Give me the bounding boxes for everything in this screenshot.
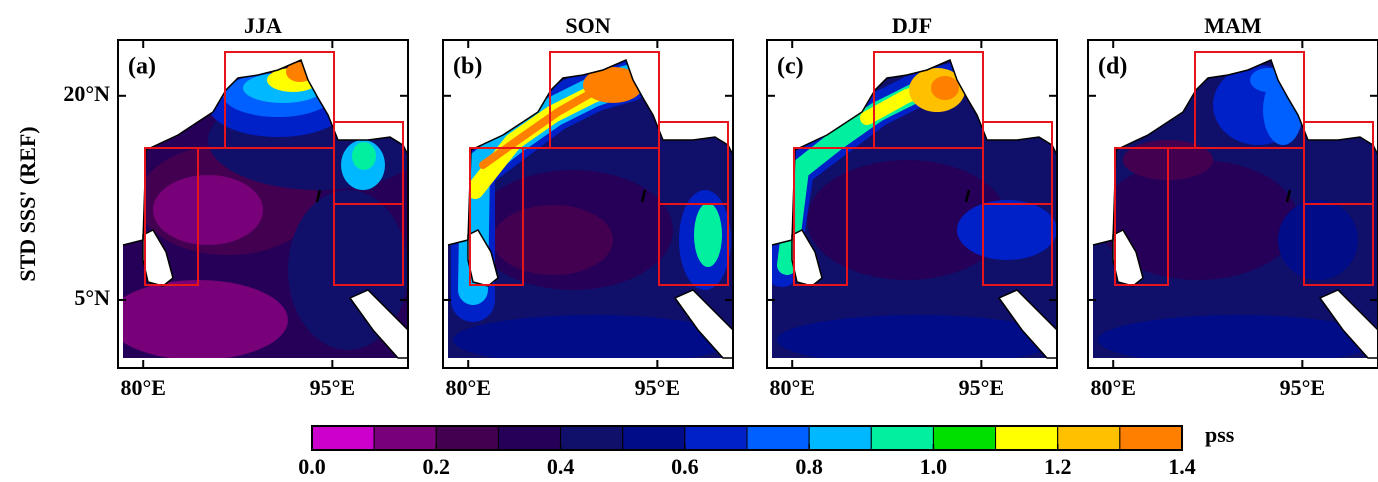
colorbar-bin <box>746 425 810 451</box>
x-tick-label: 80°E <box>445 375 490 400</box>
field-contour <box>1098 160 1298 280</box>
x-tick-label: 95°E <box>1280 375 1325 400</box>
colorbar-tick-label: 0.0 <box>298 454 326 479</box>
field-contour <box>453 315 733 358</box>
colorbar-bin <box>684 425 748 451</box>
panel-label: (a) <box>128 54 156 80</box>
map-panel: MAM (d) 80°E 95°E <box>1087 13 1378 400</box>
field-contour <box>153 175 263 245</box>
field-contour <box>777 315 1057 358</box>
field-contour <box>479 88 597 169</box>
colorbar-bin <box>1119 425 1183 451</box>
salinity-field <box>772 60 1057 358</box>
panel-label: (d) <box>1098 54 1127 80</box>
colorbar: 0.0 0.2 0.4 0.6 0.8 1.0 1.2 1.4 <box>298 425 1196 479</box>
colorbar-bin <box>435 425 499 451</box>
panel-title: DJF <box>892 13 932 38</box>
y-tick-label: 5°N <box>74 285 110 310</box>
panels: JJA (a) 80°E 95°E 5°N 20°N SON (b) 80°E 95°E DJF (c… <box>63 13 1378 400</box>
x-tick-label: 80°E <box>120 375 165 400</box>
panel-label: (b) <box>453 54 482 80</box>
colorbar-bin <box>622 425 686 451</box>
colorbar-bin <box>1057 425 1121 451</box>
map-panel: SON (b) 80°E 95°E <box>442 13 735 400</box>
panel-label: (c) <box>777 54 804 80</box>
x-tick-label: 95°E <box>635 375 680 400</box>
colorbar-tick-label: 1.0 <box>920 454 948 479</box>
colorbar-tick-label: 1.2 <box>1044 454 1072 479</box>
field-contour <box>352 142 376 170</box>
field-contour <box>694 203 722 267</box>
field-contour <box>493 205 613 275</box>
y-tick-label: 20°N <box>63 81 110 106</box>
colorbar-unit: pss <box>1205 422 1235 447</box>
map-panel: DJF (c) 80°E 95°E <box>766 13 1059 400</box>
colorbar-frame <box>311 425 1183 451</box>
colorbar-tick-label: 0.6 <box>671 454 699 479</box>
y-axis-label: STD SSS' (REF) <box>15 126 40 281</box>
field-contour <box>931 76 959 100</box>
colorbar-bin <box>497 425 562 451</box>
panel-title: MAM <box>1204 13 1262 38</box>
panel-frame <box>1087 39 1378 369</box>
colorbar-bin <box>995 425 1059 451</box>
field-contour <box>1250 68 1286 92</box>
field-contour <box>123 280 288 358</box>
colorbar-tick-label: 1.4 <box>1168 454 1196 479</box>
field-contour <box>807 160 1007 280</box>
panel-title: JJA <box>244 13 282 38</box>
colorbar-tick-label: 0.8 <box>795 454 823 479</box>
x-tick-label: 95°E <box>959 375 1004 400</box>
panel-title: SON <box>565 13 610 38</box>
colorbar-bin <box>808 425 872 451</box>
colorbar-bin <box>311 425 375 451</box>
colorbar-tick-label: 0.2 <box>423 454 451 479</box>
panel-frame <box>442 39 734 369</box>
panel-frame <box>117 39 409 369</box>
x-tick-label: 80°E <box>769 375 814 400</box>
colorbar-bin <box>932 425 997 451</box>
x-tick-label: 95°E <box>310 375 355 400</box>
field-contour <box>583 67 643 103</box>
colorbar-bin <box>560 425 624 451</box>
map-panel: JJA (a) 80°E 95°E 5°N 20°N <box>63 13 410 400</box>
colorbar-tick-label: 0.4 <box>547 454 575 479</box>
x-tick-label: 80°E <box>1090 375 1135 400</box>
field-contour <box>1278 200 1358 280</box>
field-contour <box>1098 315 1378 358</box>
colorbar-bin <box>870 425 934 451</box>
colorbar-bin <box>373 425 437 451</box>
field-contour <box>957 200 1057 260</box>
panel-frame <box>766 39 1058 369</box>
